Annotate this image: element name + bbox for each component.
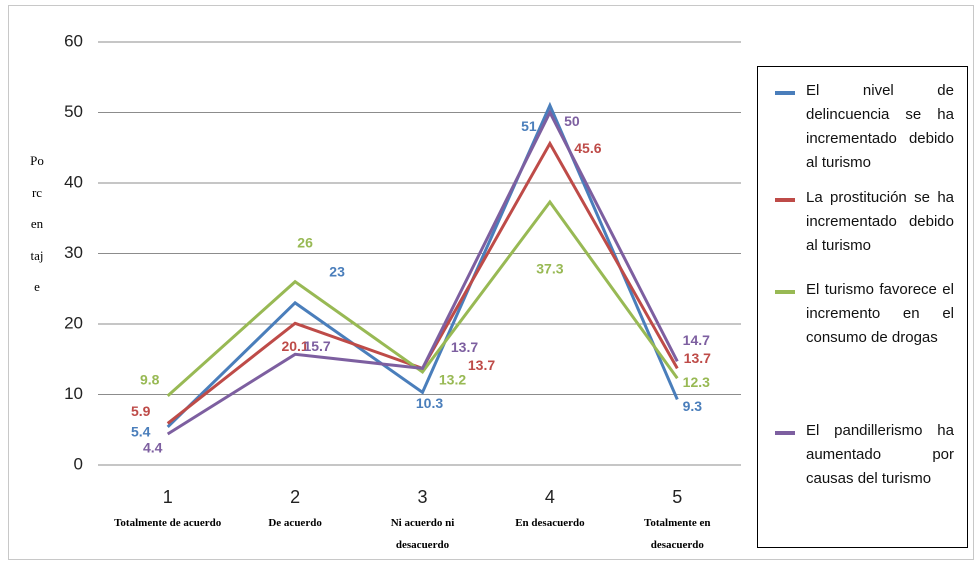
legend-label: La prostitución se ha incrementado debid… <box>806 189 954 254</box>
x-category-description: Totalmente de acuerdo <box>114 517 222 529</box>
y-tick-label: 20 <box>64 313 83 332</box>
y-tick-label: 40 <box>64 172 83 191</box>
data-label: 10.3 <box>416 395 443 411</box>
y-tick-label: 50 <box>64 102 83 121</box>
y-tick-label: 10 <box>64 384 83 403</box>
y-tick-label: 0 <box>74 454 83 473</box>
legend-swatch <box>775 198 795 202</box>
data-label: 50 <box>564 113 580 129</box>
legend: El nivel de delincuencia se ha increment… <box>757 66 968 548</box>
data-label: 13.7 <box>684 350 711 366</box>
x-tick-label: 4 <box>545 487 555 507</box>
data-label: 13.7 <box>468 357 495 373</box>
data-label: 20.1 <box>281 338 308 354</box>
x-tick-label: 5 <box>672 487 682 507</box>
data-label: 51 <box>521 118 537 134</box>
y-tick-label: 60 <box>64 31 83 50</box>
series-line <box>166 109 679 436</box>
data-label: 9.3 <box>683 398 703 414</box>
legend-swatch <box>775 91 795 95</box>
legend-label: El pandillerismo ha aumentado por causas… <box>806 422 954 487</box>
data-label: 23 <box>329 264 345 280</box>
series-line <box>166 140 679 425</box>
legend-label: El turismo favorece el incremento en el … <box>806 281 954 346</box>
legend-label: El nivel de delincuencia se ha increment… <box>806 82 954 171</box>
legend-swatch <box>775 431 795 435</box>
data-label: 4.4 <box>143 440 163 456</box>
data-label: 14.7 <box>683 332 710 348</box>
data-label: 9.8 <box>140 372 160 388</box>
data-label: 45.6 <box>574 140 601 156</box>
x-tick-label: 3 <box>417 487 427 507</box>
data-label: 12.3 <box>683 374 710 390</box>
y-axis-label: Porcentaje <box>30 153 44 294</box>
y-tick-label: 30 <box>64 243 83 262</box>
data-label: 5.9 <box>131 403 151 419</box>
series-line <box>166 101 679 429</box>
data-label: 37.3 <box>536 261 563 277</box>
data-label: 13.7 <box>451 339 478 355</box>
x-category-description: En desacuerdo <box>515 517 585 529</box>
x-category-description: De acuerdo <box>268 517 322 529</box>
series-line <box>166 199 679 398</box>
chart-frame <box>8 5 974 560</box>
data-label: 26 <box>297 234 313 250</box>
x-category-description: Totalmente en desacuerdo <box>644 517 711 551</box>
x-tick-label: 2 <box>290 487 300 507</box>
data-label: 15.7 <box>303 338 330 354</box>
x-category-description: Ni acuerdo ni desacuerdo <box>390 517 455 551</box>
data-label: 13.2 <box>439 372 466 388</box>
x-tick-label: 1 <box>163 487 173 507</box>
legend-swatch <box>775 290 795 294</box>
data-label: 5.4 <box>131 424 151 440</box>
